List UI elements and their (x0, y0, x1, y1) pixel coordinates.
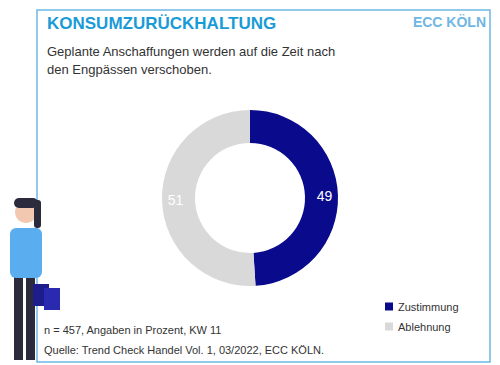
svg-text:n = 457, Angaben in Prozent, K: n = 457, Angaben in Prozent, KW 11 (44, 324, 221, 336)
svg-text:51: 51 (168, 192, 184, 208)
svg-text:Zustimmung: Zustimmung (398, 301, 459, 313)
svg-text:ECC KÖLN: ECC KÖLN (413, 14, 486, 30)
svg-text:KONSUMZURÜCKHALTUNG: KONSUMZURÜCKHALTUNG (47, 14, 276, 33)
svg-text:den Engpässen verschoben.: den Engpässen verschoben. (47, 62, 212, 77)
svg-text:Geplante Anschaffungen werden: Geplante Anschaffungen werden auf die Ze… (47, 44, 339, 59)
svg-text:Ablehnung: Ablehnung (398, 321, 451, 333)
svg-text:Quelle: Trend Check Handel Vol: Quelle: Trend Check Handel Vol. 1, 03/20… (44, 344, 324, 356)
svg-text:49: 49 (317, 188, 333, 204)
